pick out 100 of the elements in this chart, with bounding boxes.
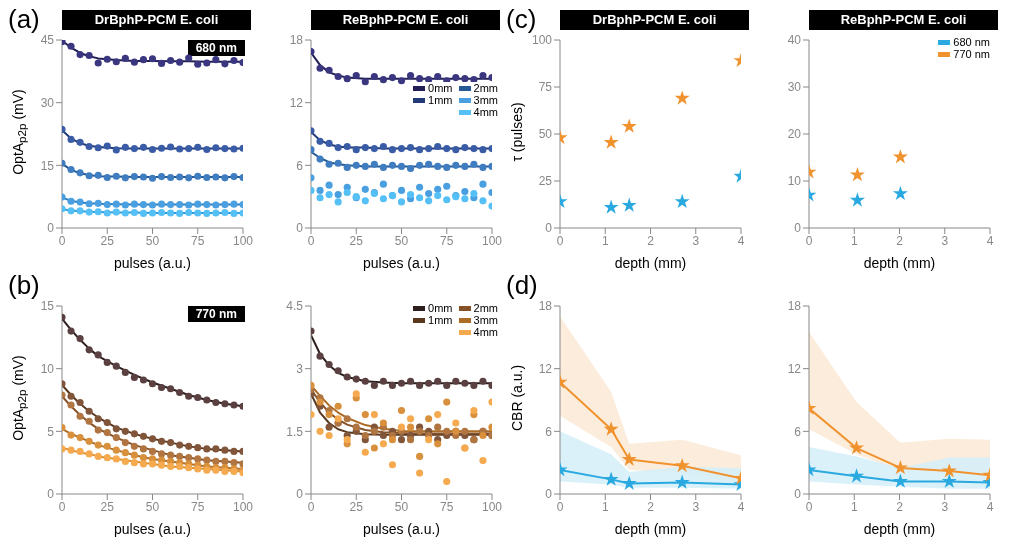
x-tick-label: 0 [805,233,813,248]
x-tick-label: 25 [349,233,364,248]
y-tick-label: 0 [296,221,304,236]
annotation: 770 nm [187,306,245,322]
x-tick-label: 2 [896,233,904,248]
x-tick-label: 100 [232,499,254,514]
y-tick-label: 15 [40,158,55,173]
x-tick-label: 75 [440,233,454,248]
x-tick-label: 25 [100,233,115,248]
y-tick-label: 10 [40,361,55,376]
y-tick-label: 25 [538,174,553,189]
y-tick-label: 20 [787,127,802,142]
y-tick-label: 6 [545,424,553,439]
x-tick-label: 3 [692,233,700,248]
x-tick-label: 1 [601,233,609,248]
x-axis-title: pulses (a.u.) [113,255,192,271]
x-tick-label: 75 [191,233,205,248]
legend-label: 4mm [473,326,498,338]
x-tick-label: 3 [941,499,949,514]
x-tick-label: 1 [850,499,858,514]
legend-label: 4mm [473,106,498,118]
legend-label: 0mm [428,82,453,94]
x-tick-label: 2 [647,233,655,248]
y-tick-label: 6 [296,158,304,173]
x-tick-label: 0 [556,499,564,514]
x-tick-label: 2 [896,499,904,514]
text: (b) [8,270,40,300]
x-tick-label: 100 [481,233,503,248]
y-tick-label: 0 [794,221,802,236]
x-tick-label: 0 [307,233,315,248]
x-tick-label: 50 [145,233,160,248]
x-tick-label: 2 [647,499,655,514]
y-tick-label: 0 [545,221,553,236]
x-tick-label: 1 [850,233,858,248]
legend-label: 770 nm [953,48,990,60]
y-tick-label: 18 [289,33,304,48]
legend-label: 3mm [473,314,498,326]
legend-label: 680 nm [953,36,990,48]
y-tick-label: 18 [538,299,553,314]
x-tick-label: 0 [58,233,66,248]
y-tick-label: 0 [296,487,304,502]
y-axis-title: CBR (a.u.) [509,364,525,432]
x-tick-label: 0 [307,499,315,514]
y-tick-label: 100 [531,33,553,48]
legend-label: 2mm [473,302,498,314]
x-tick-label: 0 [58,499,66,514]
y-tick-label: 40 [787,33,802,48]
x-tick-label: 50 [394,499,409,514]
y-tick-label: 1.5 [286,424,304,439]
x-tick-label: 25 [349,499,364,514]
legend-label: 3mm [473,94,498,106]
legend-label: 1mm [428,94,453,106]
text: (c) [506,4,537,34]
x-axis-title: depth (mm) [863,255,936,271]
y-tick-label: 0 [47,487,55,502]
legend-label: 0mm [428,302,453,314]
y-tick-label: 30 [787,80,802,95]
x-tick-label: 3 [692,499,700,514]
x-tick-label: 100 [481,499,503,514]
y-tick-label: 30 [40,95,55,110]
chart-title: DrBphP-PCM E. coli [62,10,251,30]
x-tick-label: 25 [100,499,115,514]
y-tick-label: 5 [47,424,55,439]
chart-title: DrBphP-PCM E. coli [560,10,749,30]
annotation: 680 nm [187,40,245,56]
chart-title: ReBphP-PCM E. coli [809,10,998,30]
x-tick-label: 4 [986,233,994,248]
x-axis-title: pulses (a.u.) [362,255,441,271]
x-tick-label: 75 [440,499,454,514]
text: (a) [8,4,40,34]
chart-title: ReBphP-PCM E. coli [311,10,500,30]
x-tick-label: 75 [191,499,205,514]
y-tick-label: 0 [47,221,55,236]
x-tick-label: 4 [737,233,745,248]
text: (d) [506,270,538,300]
x-axis-title: pulses (a.u.) [362,521,441,537]
y-tick-label: 0 [545,487,553,502]
y-tick-label: 4.5 [286,299,304,314]
legend-label: 2mm [473,82,498,94]
legend-label: 1mm [428,314,453,326]
x-tick-label: 100 [232,233,254,248]
x-tick-label: 50 [145,499,160,514]
x-tick-label: 4 [986,499,994,514]
x-tick-label: 0 [556,233,564,248]
y-tick-label: 0 [794,487,802,502]
x-tick-label: 0 [805,499,813,514]
x-axis-title: depth (mm) [614,521,687,537]
y-tick-label: 45 [40,33,55,48]
x-tick-label: 50 [394,233,409,248]
y-tick-label: 12 [787,361,802,376]
x-axis-title: pulses (a.u.) [113,521,192,537]
y-tick-label: 10 [787,174,802,189]
y-axis-title: τ (pulses) [509,102,525,162]
y-tick-label: 12 [538,361,553,376]
y-tick-label: 15 [40,299,55,314]
y-tick-label: 3 [296,361,304,376]
y-tick-label: 50 [538,127,553,142]
x-axis-title: depth (mm) [863,521,936,537]
x-axis-title: depth (mm) [614,255,687,271]
y-tick-label: 6 [794,424,802,439]
